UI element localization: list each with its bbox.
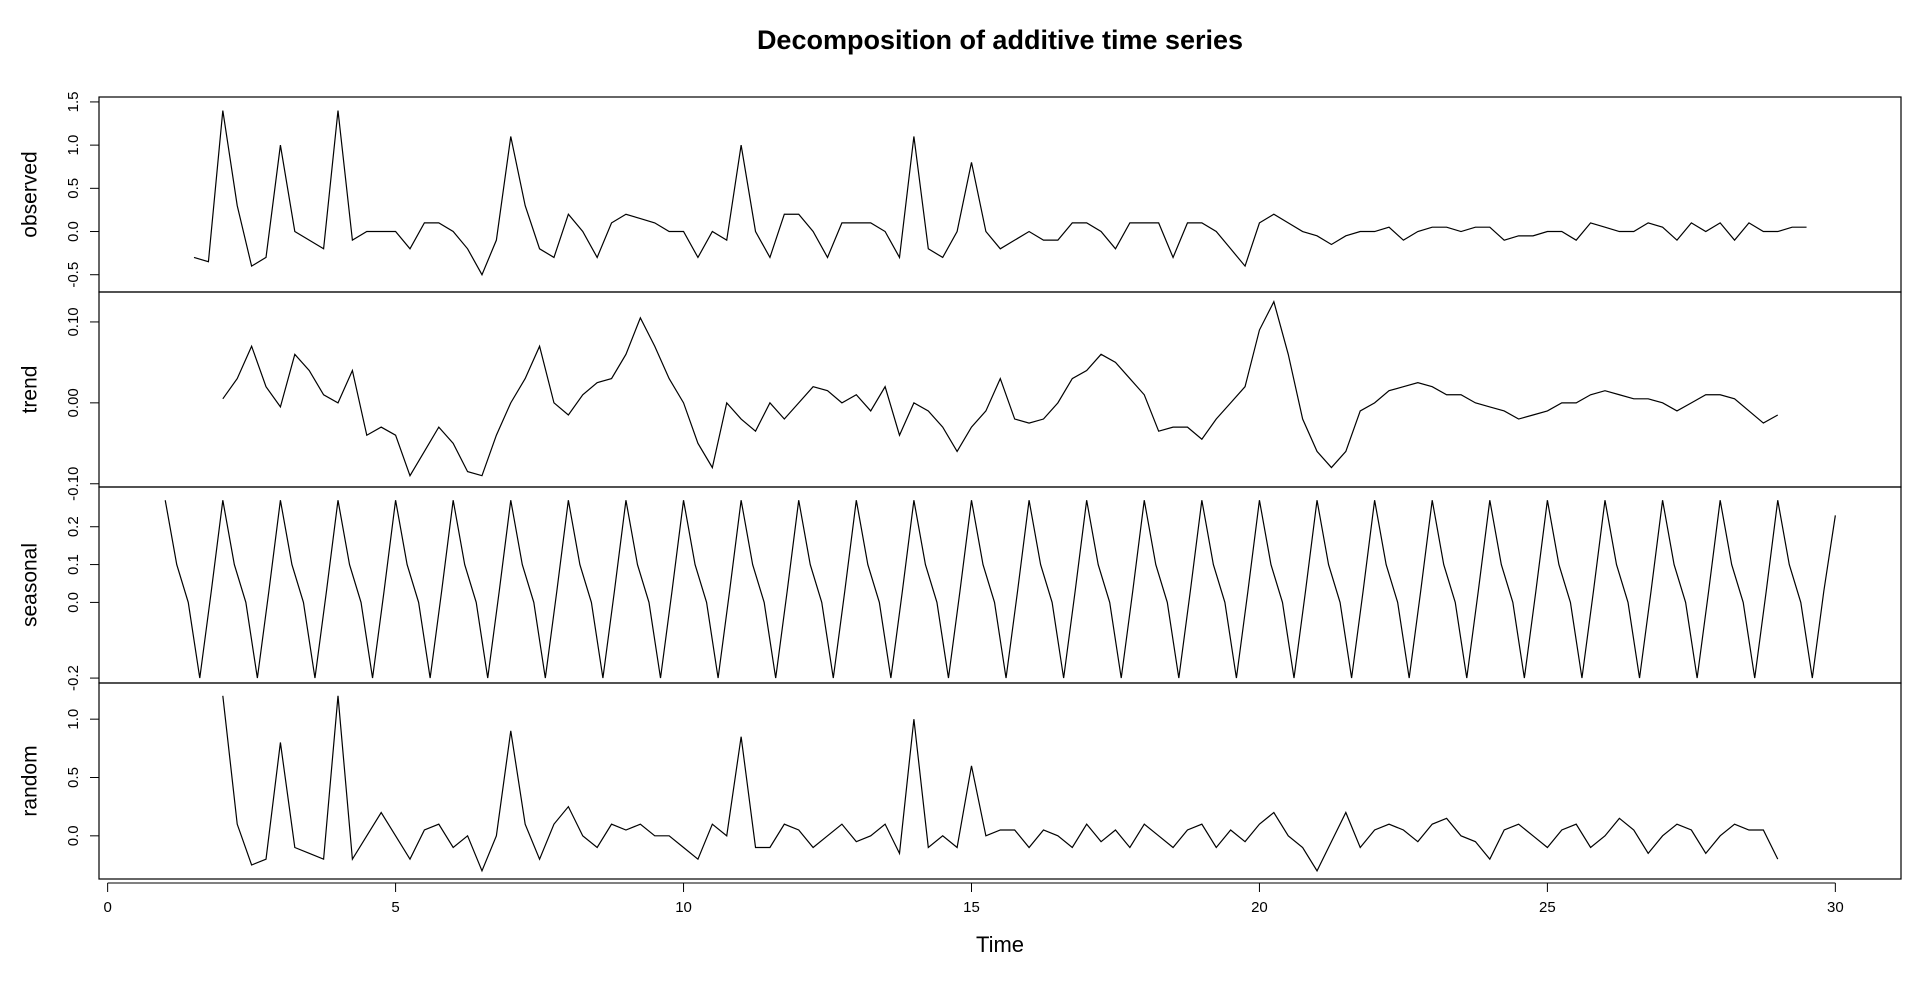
y-axis-label: trend: [19, 366, 42, 414]
y-tick-label: -0.5: [65, 262, 82, 288]
series-line: [164, 500, 1836, 679]
series-line: [193, 110, 1807, 277]
panel-frame: [98, 682, 1902, 880]
x-tick-label: 25: [1539, 899, 1556, 916]
panel-frame: [98, 96, 1902, 293]
y-tick-label: 0.1: [65, 554, 82, 575]
y-tick-label: 0.2: [65, 516, 82, 537]
y-axis-label: random: [19, 745, 42, 816]
panel-frame: [98, 291, 1902, 488]
x-tick-label: 20: [1251, 899, 1268, 916]
y-tick-label: 0.5: [65, 178, 82, 199]
y-axis-label: observed: [19, 151, 42, 237]
y-tick-label: 0.10: [65, 307, 82, 336]
y-tick-label: 0.5: [65, 767, 82, 788]
y-tick-label: 0.0: [65, 825, 82, 846]
x-axis-label: Time: [976, 932, 1024, 957]
x-tick-label: 30: [1827, 899, 1844, 916]
y-tick-label: 1.0: [65, 709, 82, 730]
series-line: [222, 695, 1779, 873]
chart-title: Decomposition of additive time series: [757, 25, 1243, 55]
y-tick-label: 0.00: [65, 388, 82, 417]
x-tick-label: 15: [963, 899, 980, 916]
series-line: [222, 300, 1779, 478]
y-axis-label: seasonal: [19, 543, 42, 627]
x-tick-label: 10: [675, 899, 692, 916]
y-tick-label: 1.0: [65, 135, 82, 156]
x-tick-label: 5: [391, 899, 399, 916]
y-tick-label: 0.0: [65, 221, 82, 242]
y-tick-label: -0.10: [65, 467, 82, 501]
y-tick-label: 1.5: [65, 91, 82, 112]
y-tick-label: -0.2: [65, 665, 82, 691]
y-tick-label: 0.0: [65, 592, 82, 613]
x-tick-label: 0: [103, 899, 111, 916]
